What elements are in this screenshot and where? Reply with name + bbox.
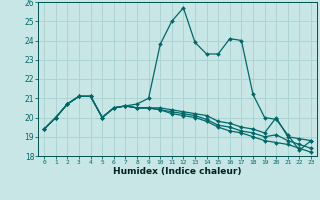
X-axis label: Humidex (Indice chaleur): Humidex (Indice chaleur): [113, 167, 242, 176]
